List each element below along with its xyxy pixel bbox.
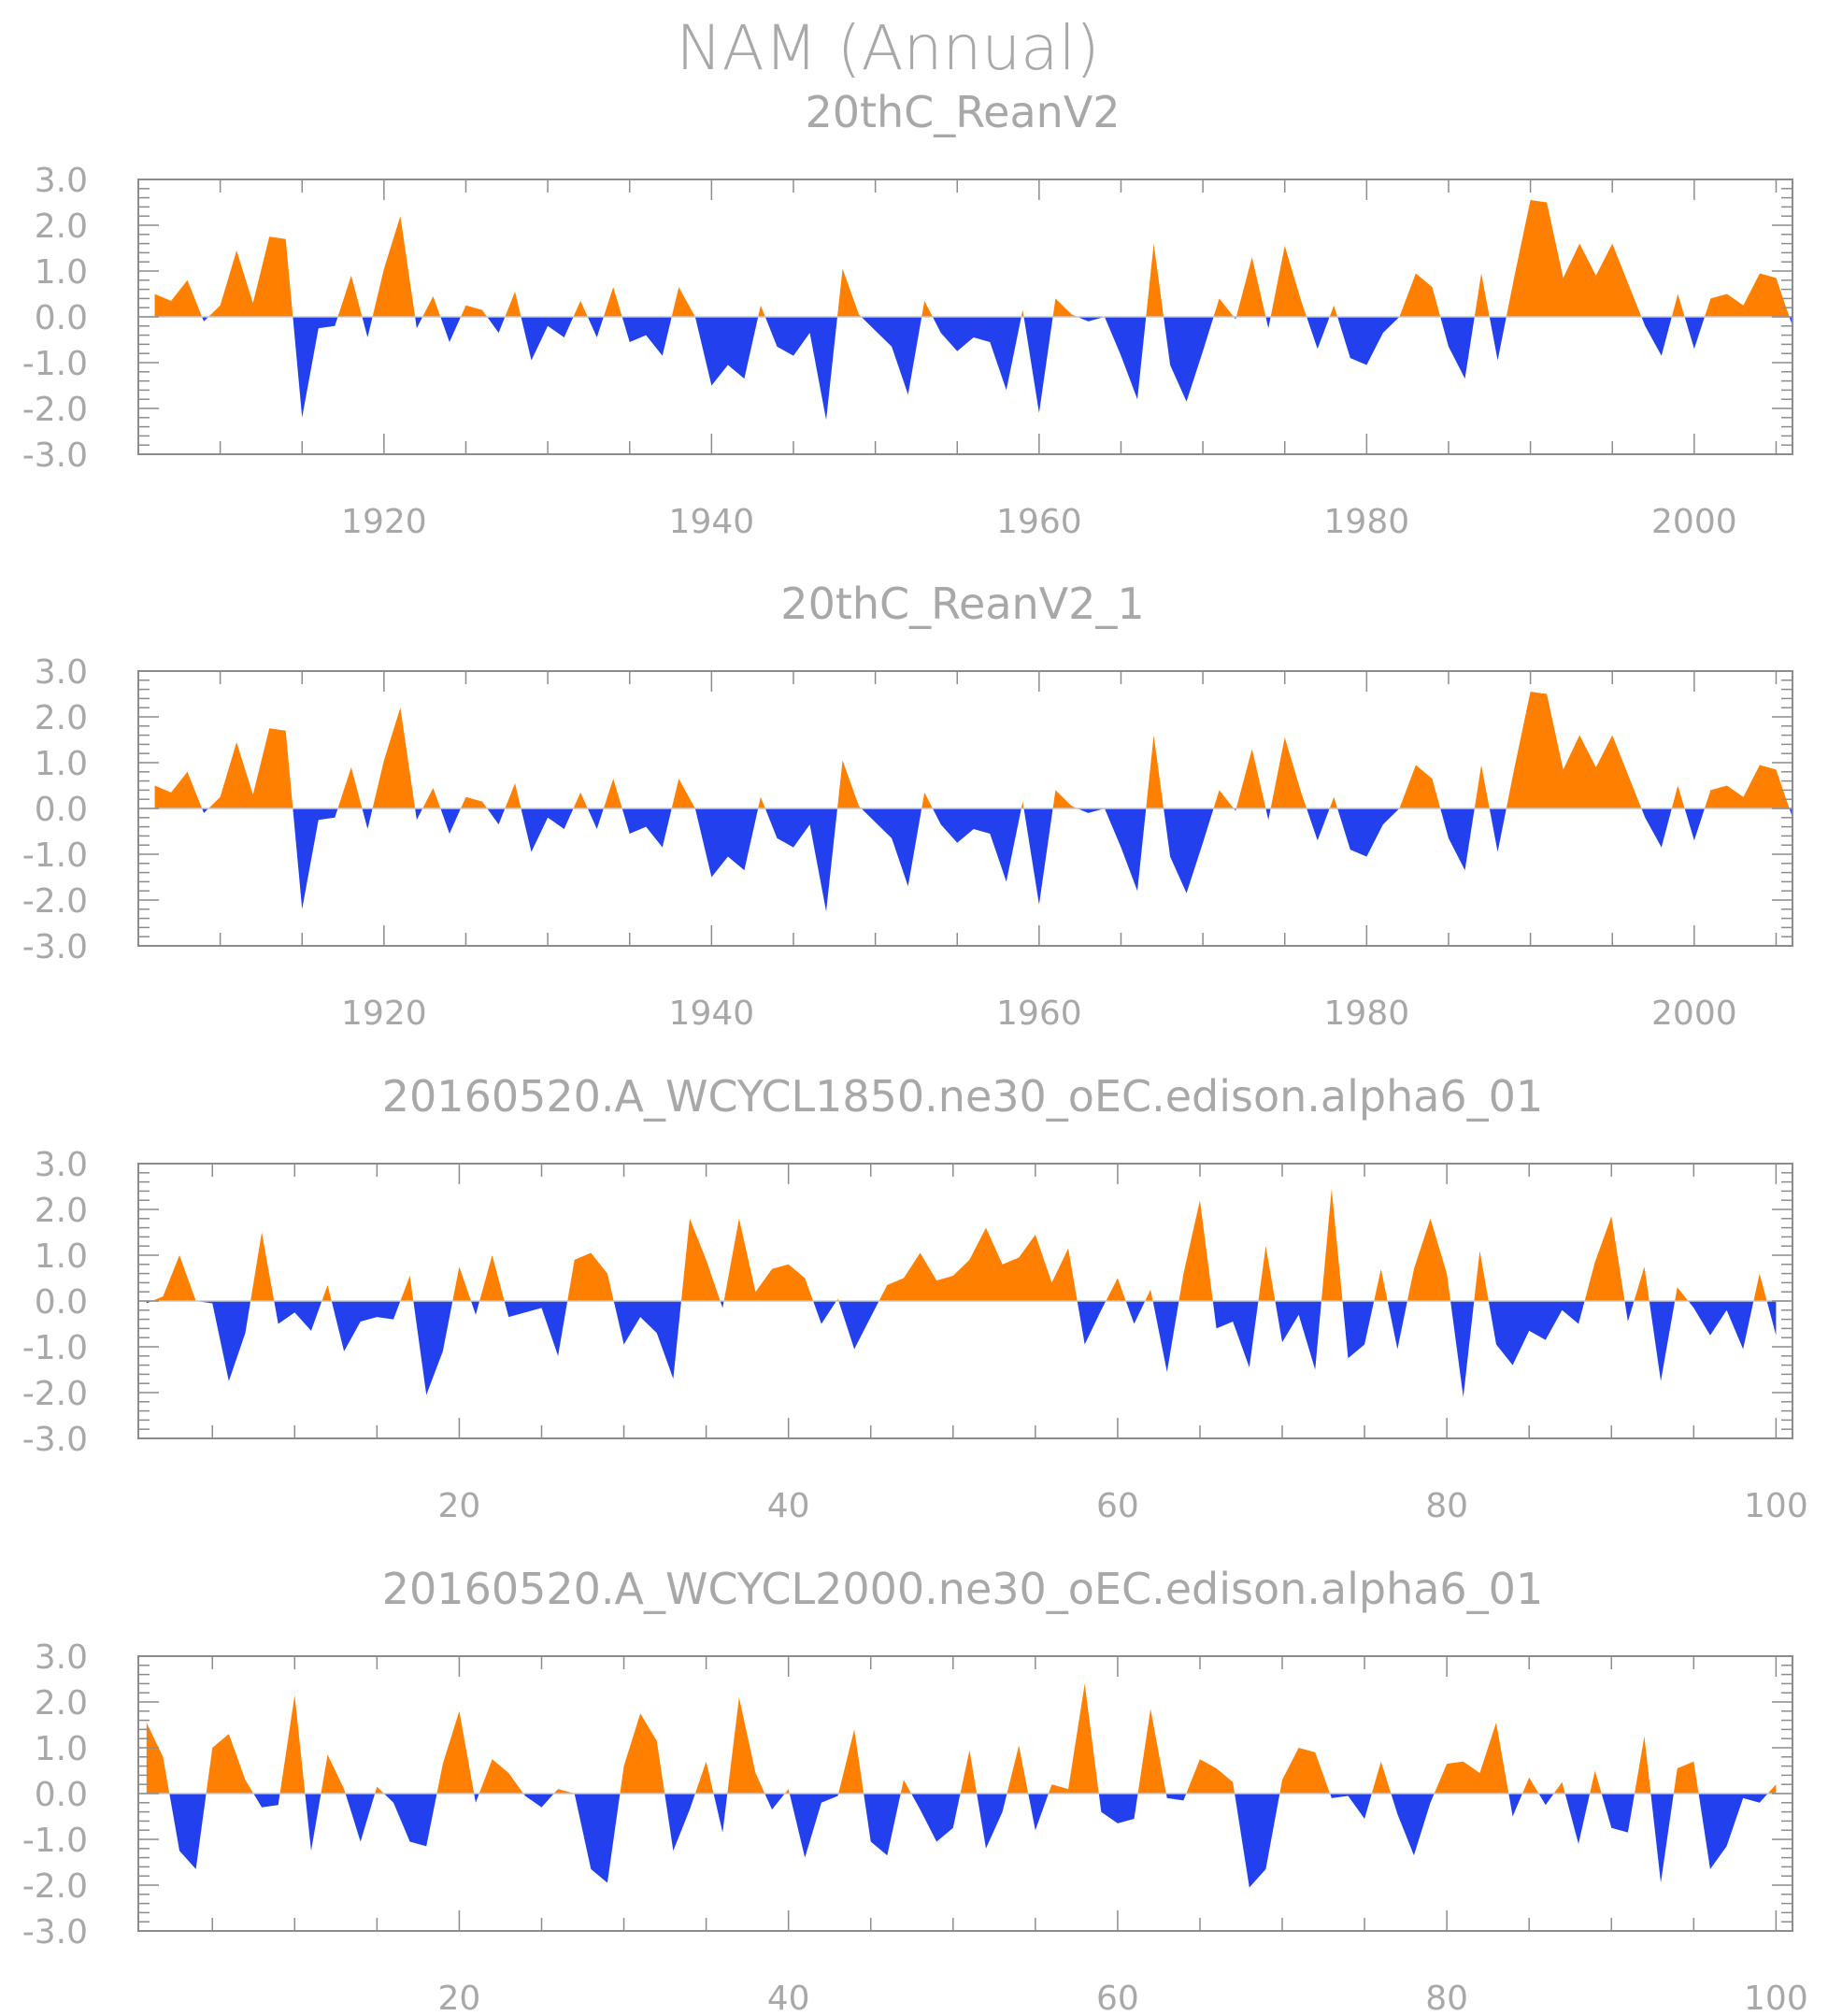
- y-tick-label: -1.0: [22, 836, 88, 875]
- negative-area: [154, 808, 1792, 912]
- chart-panel-1: 20thC_ReanV2 -3.0 -2.0 -1.0 0.0 1.0 2.0 3.0 1920…: [22, 87, 1793, 541]
- y-tick-label: 1.0: [35, 745, 88, 783]
- x-tick-label: 80: [1425, 1980, 1468, 2016]
- x-tick-label: 1940: [669, 503, 755, 541]
- positive-fill: [146, 1683, 1777, 1794]
- x-tick-label: 2000: [1651, 994, 1737, 1033]
- x-tick-label: 20: [438, 1487, 481, 1525]
- y-axis: -3.0 -2.0 -1.0 0.0 1.0 2.0 3.0: [22, 1638, 1792, 1952]
- y-tick-label: 1.0: [35, 1730, 88, 1768]
- x-tick-label: 40: [767, 1980, 810, 2016]
- y-tick-label: -3.0: [22, 436, 88, 475]
- positive-area: [154, 692, 1792, 808]
- y-tick-label: -1.0: [22, 1329, 88, 1367]
- y-tick-label: 0.0: [35, 1776, 88, 1814]
- negative-fill: [146, 1301, 1777, 1397]
- y-tick-label: 1.0: [35, 253, 88, 292]
- x-tick-label: 1940: [669, 994, 755, 1033]
- x-tick-label: 1960: [996, 503, 1082, 541]
- positive-fill: [154, 200, 1792, 317]
- y-tick-label: 3.0: [35, 653, 88, 692]
- positive-area: [146, 1188, 1777, 1301]
- positive-fill: [154, 692, 1792, 808]
- x-tick-label: 1980: [1324, 503, 1410, 541]
- x-tick-label: 60: [1096, 1980, 1139, 2016]
- panel-title: 20160520.A_WCYCL1850.ne30_oEC.edison.alp…: [382, 1071, 1543, 1122]
- y-tick-label: -2.0: [22, 882, 88, 921]
- y-tick-label: -2.0: [22, 1867, 88, 1906]
- x-axis: 20 40 60 80 100: [211, 1164, 1808, 1525]
- y-tick-label: -3.0: [22, 1913, 88, 1952]
- figure-title: NAM (Annual): [676, 12, 1099, 84]
- x-axis: 20 40 60 80 100: [211, 1656, 1808, 2016]
- x-tick-label: 100: [1744, 1487, 1808, 1525]
- y-tick-label: -2.0: [22, 391, 88, 429]
- x-tick-label: 1920: [341, 503, 427, 541]
- y-tick-label: -2.0: [22, 1375, 88, 1413]
- y-tick-label: 0.0: [35, 299, 88, 337]
- positive-fill: [146, 1188, 1777, 1301]
- y-tick-label: -3.0: [22, 928, 88, 966]
- y-tick-label: 3.0: [35, 1638, 88, 1677]
- negative-area: [146, 1301, 1777, 1397]
- negative-fill: [154, 808, 1792, 912]
- y-tick-label: -1.0: [22, 345, 88, 383]
- y-tick-label: 2.0: [35, 1684, 88, 1723]
- x-tick-label: 2000: [1651, 503, 1737, 541]
- panel-title: 20thC_ReanV2: [805, 87, 1120, 137]
- x-tick-label: 1920: [341, 994, 427, 1033]
- y-tick-label: -3.0: [22, 1421, 88, 1459]
- x-tick-label: 1960: [996, 994, 1082, 1033]
- x-tick-label: 1980: [1324, 994, 1410, 1033]
- y-tick-label: 0.0: [35, 1283, 88, 1322]
- panels: 20thC_ReanV2 -3.0 -2.0 -1.0 0.0 1.0 2.0 3.0 1920…: [22, 87, 1808, 2016]
- y-tick-label: 3.0: [35, 162, 88, 200]
- chart-panel-2: 20thC_ReanV2_1 -3.0 -2.0 -1.0 0.0 1.0 2.0 3.0 19…: [22, 579, 1793, 1033]
- x-axis: 1920 1940 1960 1980 2000: [137, 179, 1778, 541]
- x-tick-label: 40: [767, 1487, 810, 1525]
- negative-area: [146, 1794, 1777, 1888]
- negative-fill: [154, 317, 1792, 421]
- panel-title: 20thC_ReanV2_1: [780, 579, 1144, 629]
- negative-fill: [146, 1794, 1777, 1888]
- chart-panel-3: 20160520.A_WCYCL1850.ne30_oEC.edison.alp…: [22, 1071, 1808, 1525]
- y-axis: -3.0 -2.0 -1.0 0.0 1.0 2.0 3.0: [22, 162, 1792, 475]
- panel-title: 20160520.A_WCYCL2000.ne30_oEC.edison.alp…: [382, 1564, 1543, 1614]
- y-axis: -3.0 -2.0 -1.0 0.0 1.0 2.0 3.0: [22, 653, 1792, 966]
- y-axis: -3.0 -2.0 -1.0 0.0 1.0 2.0 3.0: [22, 1146, 1792, 1459]
- y-tick-label: 2.0: [35, 1192, 88, 1230]
- y-tick-label: 2.0: [35, 207, 88, 246]
- y-tick-label: 3.0: [35, 1146, 88, 1184]
- y-tick-label: -1.0: [22, 1822, 88, 1860]
- x-axis: 1920 1940 1960 1980 2000: [137, 671, 1778, 1033]
- x-tick-label: 20: [438, 1980, 481, 2016]
- chart-panel-4: 20160520.A_WCYCL2000.ne30_oEC.edison.alp…: [22, 1564, 1808, 2016]
- y-tick-label: 2.0: [35, 699, 88, 737]
- x-tick-label: 60: [1096, 1487, 1139, 1525]
- positive-area: [154, 200, 1792, 317]
- y-tick-label: 1.0: [35, 1237, 88, 1276]
- x-tick-label: 80: [1425, 1487, 1468, 1525]
- y-tick-label: 0.0: [35, 791, 88, 829]
- x-tick-label: 100: [1744, 1980, 1808, 2016]
- positive-area: [146, 1683, 1777, 1794]
- negative-area: [154, 317, 1792, 421]
